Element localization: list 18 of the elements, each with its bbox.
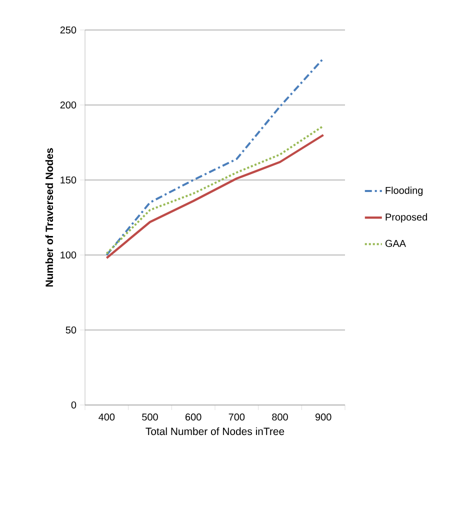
x-tick-label: 400: [98, 414, 115, 421]
y-tick-label: 200: [60, 101, 76, 109]
x-axis-title: Total Number of Nodes inTree: [146, 427, 284, 436]
x-tick-label: 500: [142, 414, 158, 421]
y-tick-label: 0: [71, 401, 76, 409]
line-series: [106, 57, 324, 256]
x-tick-label: 900: [315, 414, 332, 421]
x-tick-label: 600: [186, 414, 202, 421]
y-tick-label: 150: [60, 176, 76, 184]
y-axis-title: Number of Traversed Nodes: [45, 148, 54, 287]
x-tick-label: 700: [228, 414, 245, 421]
legend-label: Proposed: [386, 213, 427, 223]
y-tick-label: 50: [66, 326, 76, 334]
y-tick-label: 250: [60, 26, 76, 34]
legend-label: GAA: [385, 240, 406, 247]
x-tick-label: 800: [272, 414, 288, 421]
legend-label: Flooding: [386, 186, 423, 196]
y-tick-label: 100: [60, 251, 76, 259]
